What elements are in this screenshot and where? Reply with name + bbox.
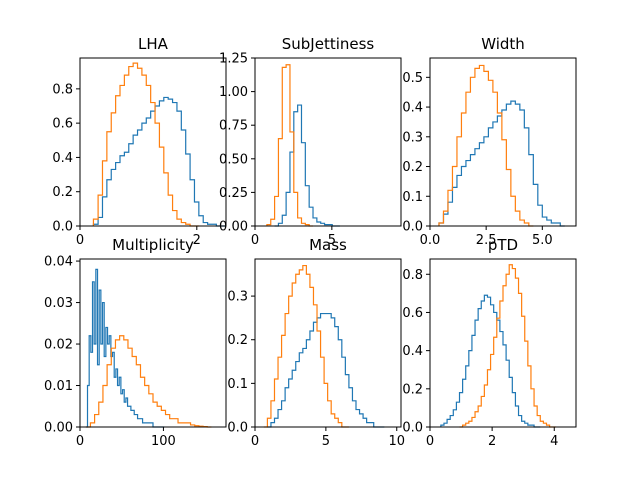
x-tick-label: 0.0 (420, 233, 441, 248)
x-tick-label: 0 (251, 434, 259, 449)
subplot-width: 0.0 2.5 5.0 0.0 0.1 0.2 0.3 0.4 0.5 Width (402, 35, 577, 248)
y-tick-label: 0.03 (44, 296, 73, 311)
y-tick-label: 0.2 (227, 333, 248, 348)
series-1-line (92, 96, 226, 227)
y-tick-label: 0.8 (52, 82, 73, 97)
subplot-title: LHA (138, 35, 169, 53)
y-tick-label: 0.6 (402, 306, 423, 321)
x-tick-label: 2.5 (476, 233, 497, 248)
y-tick-label: 0.3 (402, 130, 423, 145)
series-2-line (266, 64, 314, 227)
axes-frame (429, 258, 577, 428)
y-tick-label: 0.2 (402, 382, 423, 397)
y-tick-label: 0.0 (402, 220, 423, 235)
axes-frame (79, 258, 227, 428)
y-tick-label: 0.01 (44, 379, 73, 394)
x-tick-label: 4 (550, 434, 558, 449)
series-2-line (86, 335, 212, 428)
y-tick-label: 0.75 (219, 119, 248, 134)
x-tick-label: 5 (328, 233, 336, 248)
subplot-multiplicity: 0 100 0.00 0.01 0.02 0.03 0.04 Multiplicity (44, 236, 227, 449)
subplot-title: pTD (488, 236, 518, 254)
y-tick-label: 1.25 (219, 52, 248, 67)
y-tick-label: 0.0 (402, 421, 423, 436)
x-tick-label: 2 (193, 233, 201, 248)
axes-frame (254, 258, 402, 428)
subplot-mass: 0 5 10 0.0 0.1 0.2 0.3 Mass (227, 236, 405, 449)
y-tick-label: 0.50 (219, 152, 248, 167)
y-tick-label: 0.4 (402, 101, 423, 116)
axes-frame (254, 57, 402, 227)
x-tick-label: 10 (388, 434, 405, 449)
subplot-subjettiness: 0 5 0.00 0.25 0.50 0.75 1.00 1.25 SubJettiness (219, 35, 402, 248)
series-2-line (459, 264, 556, 428)
x-tick-label: 100 (151, 434, 176, 449)
subplot-title: Multiplicity (112, 236, 194, 254)
y-tick-label: 0.4 (402, 344, 423, 359)
y-tick-label: 0.3 (227, 290, 248, 305)
y-tick-label: 0.04 (44, 255, 73, 270)
x-tick-label: 0 (76, 434, 84, 449)
y-tick-label: 1.00 (219, 85, 248, 100)
y-tick-label: 0.6 (52, 117, 73, 132)
series-1-line (274, 104, 340, 227)
series-1-line (85, 268, 165, 428)
subplot-ptd: 0 2 4 0.0 0.2 0.4 0.6 0.8 pTD (402, 236, 577, 449)
series-1-line (440, 294, 541, 428)
x-tick-label: 0 (76, 233, 84, 248)
y-tick-label: 0.00 (44, 421, 73, 436)
x-tick-label: 5.0 (532, 233, 553, 248)
x-tick-label: 0 (251, 233, 259, 248)
series-1-line (438, 100, 565, 227)
subplot-lha: 0 2 0.0 0.2 0.4 0.6 0.8 LHA (52, 35, 227, 248)
y-tick-label: 0.0 (52, 220, 73, 235)
x-tick-label: 2 (488, 434, 496, 449)
series-2-line (92, 62, 200, 227)
y-tick-label: 0.5 (402, 71, 423, 86)
y-tick-label: 0.4 (52, 151, 73, 166)
x-tick-label: 0 (426, 434, 434, 449)
y-tick-label: 0.02 (44, 338, 73, 353)
y-tick-label: 0.25 (219, 186, 248, 201)
y-tick-label: 0.0 (227, 421, 248, 436)
y-tick-label: 0.2 (52, 185, 73, 200)
y-tick-label: 0.2 (402, 160, 423, 175)
y-tick-label: 0.8 (402, 268, 423, 283)
series-1-line (267, 312, 385, 428)
x-tick-label: 5 (322, 434, 330, 449)
subplot-title: Width (481, 35, 525, 53)
subplot-title: Mass (309, 236, 347, 254)
axes-frame (429, 57, 577, 227)
y-tick-label: 0.00 (219, 220, 248, 235)
subplot-title: SubJettiness (282, 35, 375, 53)
y-tick-label: 0.1 (227, 377, 248, 392)
series-2-line (263, 264, 349, 428)
y-tick-label: 0.1 (402, 190, 423, 205)
series-2-line (438, 64, 534, 227)
axes-frame (79, 57, 227, 227)
